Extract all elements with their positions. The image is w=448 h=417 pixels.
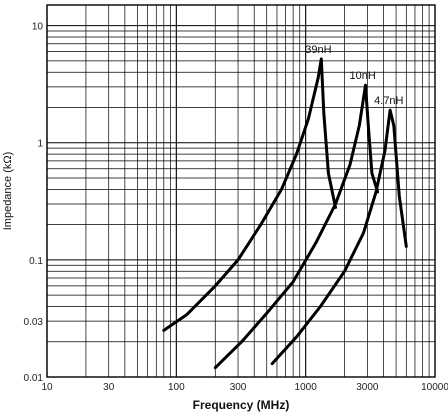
y-axis-title: Impedance (kΩ) bbox=[2, 152, 14, 231]
x-tick-label: 100 bbox=[168, 382, 185, 393]
y-tick-label: 0.03 bbox=[24, 317, 44, 328]
x-tick-label: 3000 bbox=[356, 382, 379, 393]
tick-labels: 10 30 100 300 1000 3000 10000 0.01 0.03 0.1 1 10 bbox=[24, 22, 448, 393]
series-line-39nH bbox=[162, 57, 337, 332]
series-line-10nH bbox=[213, 83, 380, 370]
y-tick-label: 10 bbox=[32, 22, 44, 33]
series-label: 39nH bbox=[305, 44, 331, 56]
x-tick-label: 30 bbox=[103, 382, 115, 393]
x-tick-label: 1000 bbox=[295, 382, 318, 393]
x-tick-label: 10 bbox=[41, 382, 53, 393]
y-tick-label: 0.01 bbox=[24, 373, 44, 384]
x-tick-label: 300 bbox=[230, 382, 247, 393]
series-label: 4.7nH bbox=[374, 95, 403, 107]
series-label: 10nH bbox=[349, 70, 375, 82]
chart-curves bbox=[162, 57, 408, 370]
y-tick-label: 1 bbox=[37, 139, 43, 150]
x-tick-label: 10000 bbox=[421, 382, 448, 393]
y-tick-label: 0.1 bbox=[29, 256, 43, 267]
curve-labels: 39nH 10nH 4.7nH bbox=[305, 44, 403, 107]
plot-frame bbox=[46, 4, 436, 378]
x-axis-title: Frequency (MHz) bbox=[193, 398, 290, 412]
series-line-4.7nH bbox=[270, 108, 408, 366]
